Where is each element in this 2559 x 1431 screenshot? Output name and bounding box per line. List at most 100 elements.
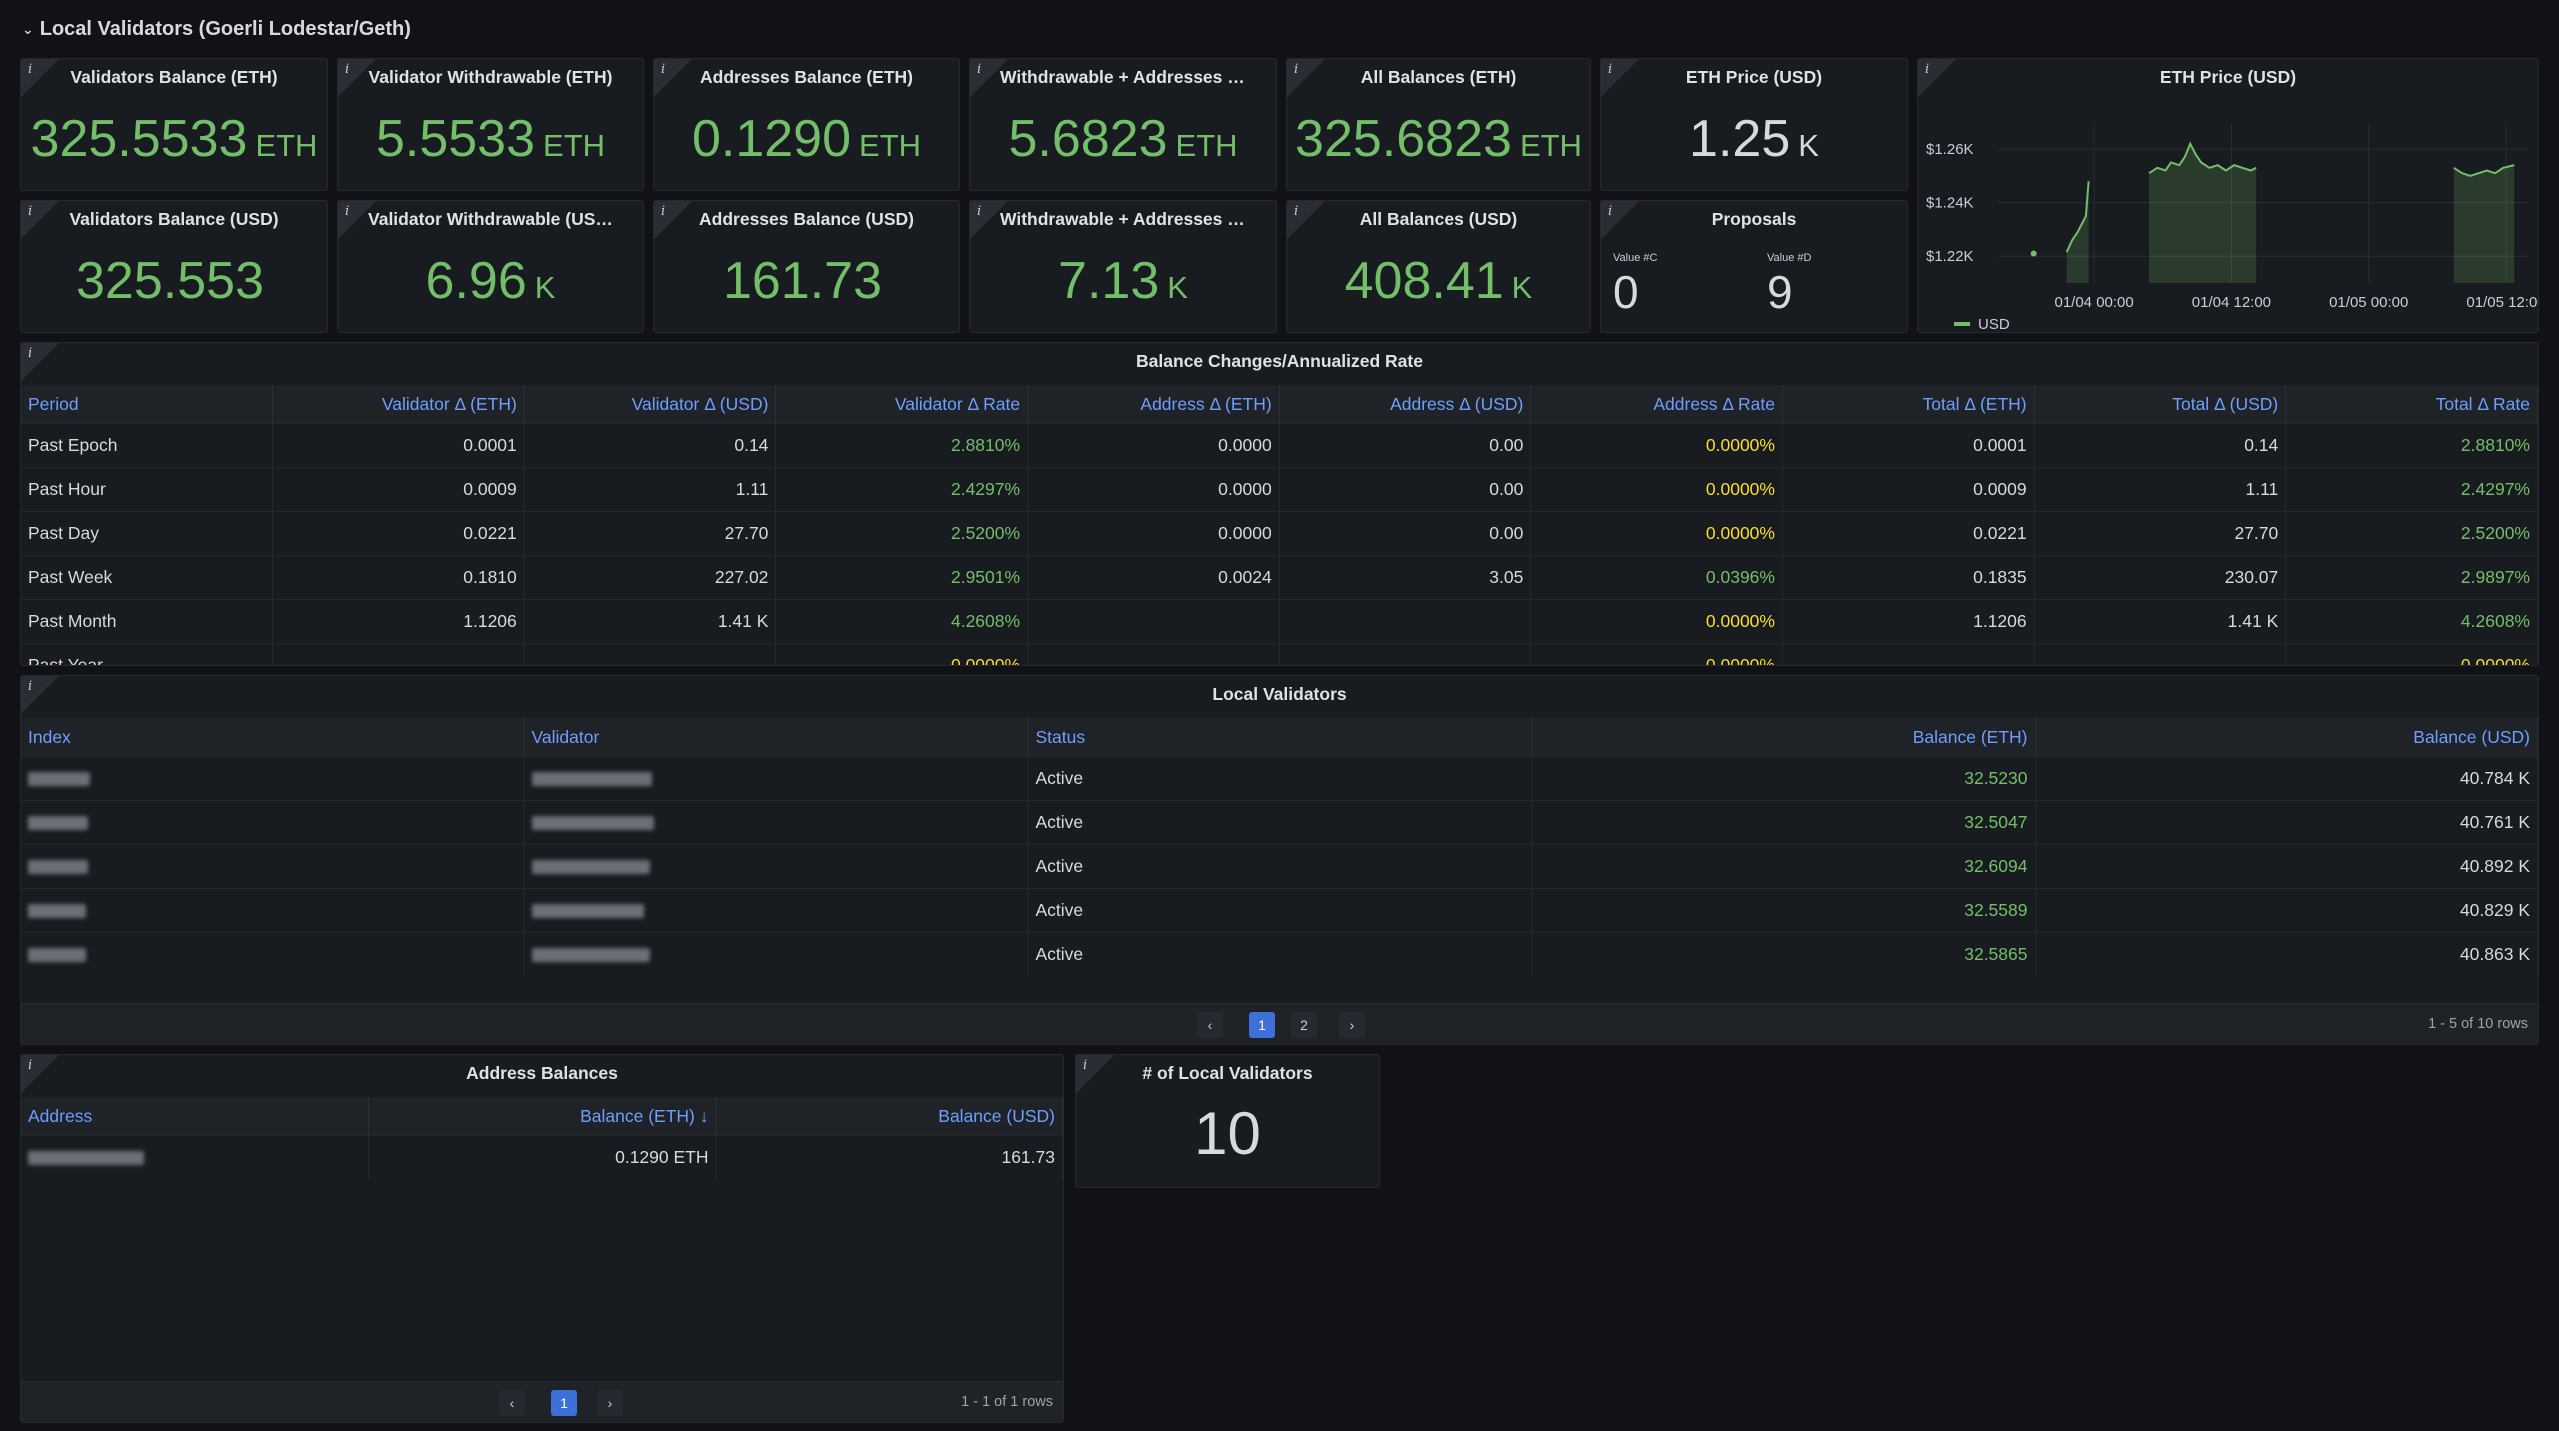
- address-balances-panel: i Address Balances Address Balance (ETH)…: [20, 1054, 1064, 1423]
- status-cell: Active: [1028, 756, 1533, 801]
- validator-cell[interactable]: [524, 932, 1029, 976]
- column-header-total-eth[interactable]: Total Δ (ETH): [1782, 385, 2035, 424]
- info-icon[interactable]: i: [21, 59, 59, 97]
- info-icon[interactable]: i: [654, 59, 692, 97]
- info-icon[interactable]: i: [338, 201, 376, 239]
- info-icon[interactable]: i: [21, 1055, 59, 1093]
- next-page-button[interactable]: ›: [597, 1390, 623, 1416]
- column-header-balance-eth[interactable]: Balance (ETH) ↓: [368, 1097, 717, 1136]
- column-header-status[interactable]: Status: [1028, 718, 1533, 757]
- info-icon[interactable]: i: [21, 201, 59, 239]
- column-header-index[interactable]: Index: [21, 718, 525, 757]
- value-c: 0: [1613, 266, 1639, 318]
- stat-panel: i All Balances (USD) 408.41 K: [1286, 200, 1591, 333]
- cell-period: Past Hour: [21, 467, 274, 512]
- validator-cell[interactable]: [524, 756, 1029, 801]
- cell-validator-rate: 0.0000%: [775, 643, 1029, 665]
- column-header-address[interactable]: Address: [21, 1097, 369, 1136]
- info-icon[interactable]: i: [21, 676, 59, 714]
- stat-number: 325.6823: [1295, 110, 1512, 168]
- stat-value: 325.553: [21, 251, 327, 311]
- cell-validator-eth: 0.1810: [272, 555, 525, 600]
- cell-total-rate: 2.4297%: [2285, 467, 2538, 512]
- panel-title: Withdrawable + Addresses (ET...: [1000, 67, 1269, 87]
- column-header-validator-eth[interactable]: Validator Δ (ETH): [272, 385, 525, 424]
- panel-title: Validators Balance (ETH): [70, 67, 278, 87]
- table-row: Active 32.5230 40.784 K: [21, 756, 2538, 801]
- row-title[interactable]: ⌄ Local Validators (Goerli Lodestar/Geth…: [22, 14, 411, 44]
- info-icon[interactable]: i: [1076, 1055, 1114, 1093]
- eth-price-chart-panel: i ETH Price (USD) $1.26K $1.24K $1.22K 01/0…: [1917, 58, 2539, 333]
- next-page-button[interactable]: ›: [1339, 1012, 1365, 1038]
- balance-usd-cell: 40.761 K: [2035, 800, 2538, 845]
- index-cell[interactable]: [21, 844, 525, 889]
- column-header-validator[interactable]: Validator: [524, 718, 1029, 757]
- stat-panel: i Validators Balance (USD) 325.553: [20, 200, 328, 333]
- column-header-balance-eth[interactable]: Balance (ETH): [1532, 718, 2036, 757]
- stat-unit: ETH: [1519, 128, 1582, 163]
- column-header-balance-usd[interactable]: Balance (USD): [716, 1097, 1063, 1136]
- info-icon[interactable]: i: [338, 59, 376, 97]
- index-cell[interactable]: [21, 888, 525, 933]
- column-header-address-usd[interactable]: Address Δ (USD): [1279, 385, 1532, 424]
- info-icon[interactable]: i: [1287, 201, 1325, 239]
- info-icon[interactable]: i: [21, 343, 59, 381]
- cell-period: Past Week: [21, 555, 274, 600]
- validator-cell[interactable]: [524, 800, 1029, 845]
- panel-title: Validators Balance (USD): [69, 209, 279, 229]
- column-header-validator-rate[interactable]: Validator Δ Rate: [775, 385, 1029, 424]
- y-tick-label: $1.22K: [1926, 248, 1974, 265]
- column-header-validator-usd[interactable]: Validator Δ (USD): [524, 385, 777, 424]
- panel-title: Validator Withdrawable (ETH): [368, 67, 613, 87]
- stat-number: 5.6823: [1008, 110, 1168, 168]
- info-icon[interactable]: i: [654, 201, 692, 239]
- num-validators-panel: i # of Local Validators 10: [1075, 1054, 1380, 1188]
- index-cell[interactable]: [21, 932, 525, 976]
- column-header-period[interactable]: Period: [21, 385, 274, 424]
- index-cell[interactable]: [21, 800, 525, 845]
- cell-address-rate: 0.0000%: [1530, 467, 1783, 512]
- validator-cell[interactable]: [524, 844, 1029, 889]
- stat-unit: ETH: [255, 128, 318, 163]
- stat-panel: i Validator Withdrawable (ETH) 5.5533 ETH: [337, 58, 644, 191]
- cell-total-rate: 2.5200%: [2285, 511, 2538, 556]
- validator-cell[interactable]: [524, 888, 1029, 933]
- chevron-down-icon[interactable]: ⌄: [22, 20, 34, 37]
- column-header-address-rate[interactable]: Address Δ Rate: [1530, 385, 1783, 424]
- info-icon[interactable]: i: [1601, 59, 1639, 97]
- info-icon[interactable]: i: [970, 59, 1008, 97]
- column-header-address-eth[interactable]: Address Δ (ETH): [1027, 385, 1280, 424]
- address-balances-table: Address Balance (ETH) ↓ Balance (USD) 0.…: [21, 1097, 1063, 1179]
- cell-validator-rate: 2.5200%: [775, 511, 1029, 556]
- cell-address-rate: 0.0396%: [1530, 555, 1783, 600]
- info-icon[interactable]: i: [970, 201, 1008, 239]
- page-1-button[interactable]: 1: [551, 1390, 577, 1416]
- prev-page-button[interactable]: ‹: [1197, 1012, 1223, 1038]
- table-row: Active 32.5047 40.761 K: [21, 800, 2538, 845]
- cell-validator-usd: 1.41 K: [524, 599, 777, 644]
- cell-period: Past Month: [21, 599, 274, 644]
- cell-validator-rate: 2.9501%: [775, 555, 1029, 600]
- column-header-total-rate[interactable]: Total Δ Rate: [2285, 385, 2538, 424]
- page-1-button[interactable]: 1: [1249, 1012, 1275, 1038]
- info-icon[interactable]: i: [1287, 59, 1325, 97]
- info-icon[interactable]: i: [1918, 59, 1956, 97]
- prev-page-button[interactable]: ‹: [499, 1390, 525, 1416]
- value-d-label: Value #D: [1767, 252, 1812, 264]
- column-header-total-usd[interactable]: Total Δ (USD): [2034, 385, 2287, 424]
- cell-validator-usd: 27.70: [524, 511, 777, 556]
- table-row: Active 32.6094 40.892 K: [21, 844, 2538, 889]
- balance-eth-cell: 0.1290 ETH: [368, 1135, 717, 1179]
- column-header-balance-usd[interactable]: Balance (USD): [2035, 718, 2538, 757]
- series-line: [2148, 141, 2257, 175]
- panel-title: Addresses Balance (ETH): [700, 67, 913, 87]
- stat-value: 10: [1194, 1100, 1261, 1167]
- local-validators-panel: i Local Validators Index Validator Status B…: [20, 675, 2539, 1045]
- eth-price-chart[interactable]: $1.26K $1.24K $1.22K 01/04 00:00 01/04 12:00…: [1918, 93, 2539, 333]
- cell-address-usd: 0.00: [1279, 423, 1532, 468]
- page-2-button[interactable]: 2: [1291, 1012, 1317, 1038]
- stat-value: 325.5533 ETH: [21, 109, 327, 169]
- index-cell[interactable]: [21, 756, 525, 801]
- table-row: Past Year 0.0000% 0.0000% 0.0000%: [21, 643, 2538, 665]
- info-icon[interactable]: i: [1601, 201, 1639, 239]
